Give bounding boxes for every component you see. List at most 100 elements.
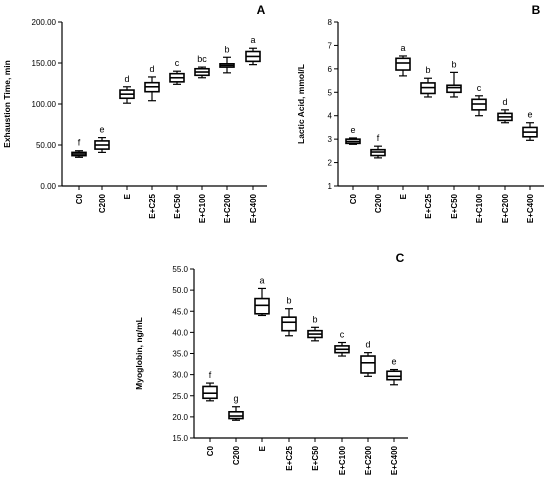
significance-letter: a	[259, 275, 264, 285]
x-tick-label: C200	[374, 193, 383, 213]
box-plot-e-plus-c200	[219, 56, 235, 74]
box-plot-c200	[94, 137, 110, 153]
y-tick-label: 4	[328, 112, 333, 121]
significance-letter: e	[391, 357, 396, 367]
significance-letter: d	[124, 74, 129, 84]
x-tick-label: E+C50	[450, 193, 459, 218]
box-iqr	[281, 316, 297, 332]
y-tick-label: 150.00	[32, 59, 57, 68]
x-tick-label: C0	[206, 445, 215, 456]
panel-a: 0.00 50.00 100.00 150.00 200.00 Exhaustion Ti…	[2, 3, 267, 223]
y-tick-label: 2	[328, 159, 333, 168]
panel-label: C	[396, 251, 405, 265]
significance-letter: e	[350, 125, 355, 135]
box-plot-c200	[370, 145, 386, 159]
y-axis-title: Myoglobin, ng/mL	[134, 317, 144, 390]
y-axis-title: Exhaustion Time, min	[2, 60, 12, 148]
box-iqr	[254, 297, 270, 315]
box-plot-e-plus-c400	[245, 47, 261, 66]
x-tick-label: E+C400	[390, 445, 399, 475]
y-tick-label: 200.00	[32, 18, 57, 27]
significance-letter: c	[175, 58, 180, 68]
y-tick-label: 35.0	[172, 350, 188, 359]
box-plot-c0	[202, 382, 218, 402]
x-tick-label: E+C200	[223, 193, 232, 223]
y-tick-label: 7	[328, 41, 333, 50]
x-tick-label: E+C100	[338, 445, 347, 475]
box-plot-e-plus-c100	[194, 66, 210, 79]
y-tick-label: 45.0	[172, 307, 188, 316]
significance-letter: c	[477, 83, 482, 93]
x-tick-label: E+C200	[501, 193, 510, 223]
significance-letter: c	[340, 330, 345, 340]
significance-letter: f	[78, 138, 81, 148]
panel-label: A	[257, 3, 266, 17]
significance-letter: f	[377, 133, 380, 143]
box-plot-e-plus-c50	[307, 326, 323, 342]
y-tick-label: 40.0	[172, 328, 188, 337]
box-iqr	[360, 355, 376, 374]
x-tick-label: E+C400	[526, 193, 535, 223]
x-tick-label: E	[258, 445, 267, 451]
significance-letter: b	[451, 59, 456, 69]
panel-label: B	[532, 3, 541, 17]
box-plot-e-plus-c25	[144, 76, 160, 102]
x-tick-label: E+C400	[249, 193, 258, 223]
significance-letter: f	[209, 370, 212, 380]
significance-letter: d	[502, 97, 507, 107]
box-plot-e-plus-c100	[471, 95, 487, 117]
x-tick-label: E	[123, 193, 132, 199]
significance-letter: b	[224, 44, 229, 54]
y-tick-label: 50.00	[36, 141, 57, 150]
y-tick-label: 30.0	[172, 371, 188, 380]
panel-c: 15.0 20.0 25.0 30.0 35.0 40.0 45.0 50.0 55.0 Myog…	[134, 251, 408, 475]
significance-letter: a	[250, 35, 255, 45]
significance-letter: d	[149, 64, 154, 74]
x-tick-label: E	[399, 193, 408, 199]
box-plot-c200	[228, 406, 244, 421]
box-iqr	[386, 370, 402, 381]
x-tick-label: E+C100	[198, 193, 207, 223]
significance-letter: d	[365, 340, 370, 350]
significance-letter: e	[99, 125, 104, 135]
significance-letter: g	[233, 394, 238, 404]
box-plot-e-plus-c200	[360, 352, 376, 377]
box-plot-e-plus-c200	[497, 109, 513, 124]
y-tick-label: 100.00	[32, 100, 57, 109]
x-tick-label: E+C25	[148, 193, 157, 218]
box-plot-e-plus-c400	[386, 368, 402, 386]
x-tick-label: E+C25	[285, 445, 294, 470]
x-tick-label: E+C100	[475, 193, 484, 223]
y-tick-label: 5	[328, 88, 333, 97]
box-plot-e-plus-c25	[281, 308, 297, 337]
y-tick-label: 55.0	[172, 265, 188, 274]
y-axis-title: Lactic Acid, mmol/L	[296, 64, 306, 144]
x-tick-label: C200	[98, 193, 107, 213]
y-tick-label: 8	[328, 18, 333, 27]
significance-letter: b	[425, 65, 430, 75]
y-tick-label: 15.0	[172, 434, 188, 443]
x-tick-label: E+C200	[364, 445, 373, 475]
panel-b: 1 2 3 4 5 6 7 8 Lactic Acid, mmol/L B C0 e C200 f Ea E+…	[296, 3, 544, 223]
y-tick-label: 6	[328, 65, 333, 74]
box-plot-e-plus-c25	[420, 77, 436, 98]
box-plot-e-plus-c400	[522, 122, 538, 141]
y-tick-label: 25.0	[172, 392, 188, 401]
box-plot-e-plus-c50	[446, 71, 462, 98]
x-tick-label: C0	[75, 193, 84, 204]
x-tick-label: C0	[349, 193, 358, 204]
box-plot-e-plus-c50	[169, 70, 185, 85]
x-tick-label: C200	[232, 445, 241, 465]
x-tick-label: E+C50	[173, 193, 182, 218]
significance-letter: e	[527, 110, 532, 120]
significance-letter: bc	[197, 54, 207, 64]
y-tick-label: 0.00	[40, 182, 56, 191]
box-iqr	[446, 84, 462, 94]
x-tick-label: E+C25	[424, 193, 433, 218]
box-plot-e	[254, 287, 270, 317]
y-tick-label: 50.0	[172, 286, 188, 295]
box-iqr	[202, 385, 218, 400]
box-plot-c0	[71, 150, 87, 158]
y-tick-label: 3	[328, 135, 333, 144]
